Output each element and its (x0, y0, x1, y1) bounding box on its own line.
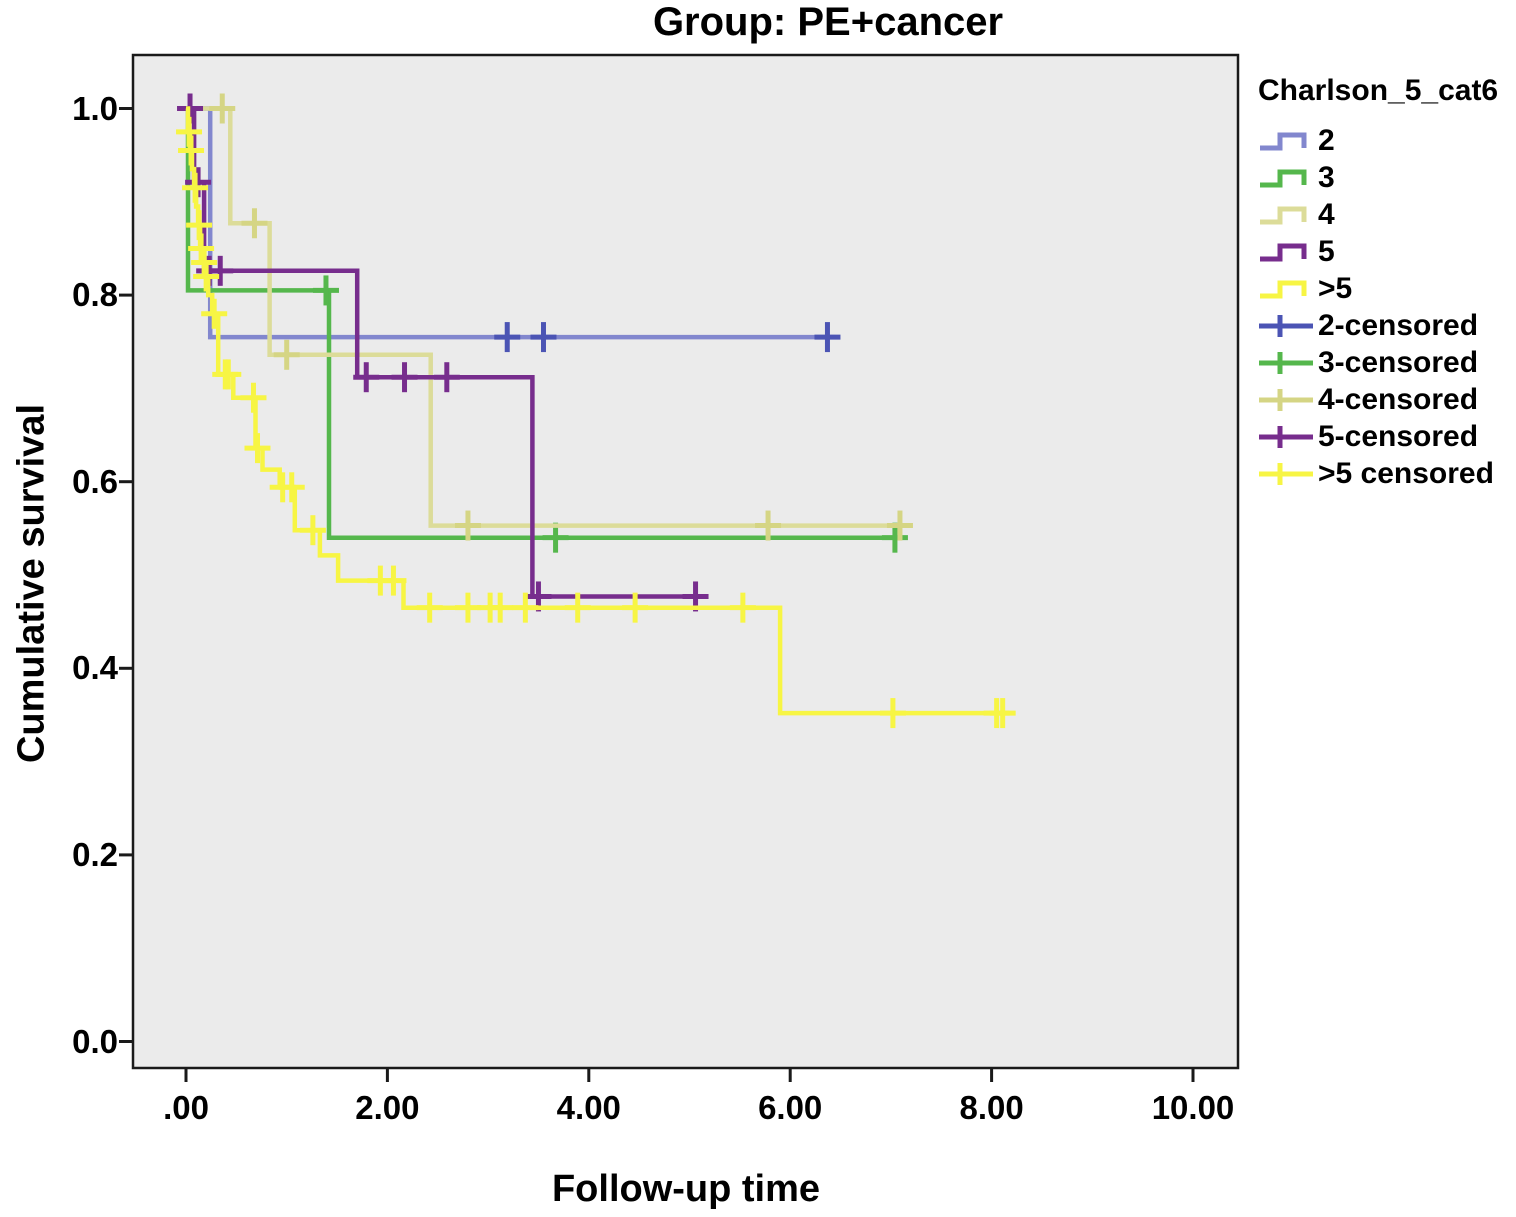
x-tick-label: 4.00 (556, 1089, 621, 1126)
legend-item-censor-gt5-censored: >5 censored (1258, 455, 1516, 492)
censor-marks-5 (177, 93, 709, 612)
legend-censor-plus-icon (1259, 388, 1313, 411)
x-axis-label: Follow-up time (551, 1168, 821, 1210)
legend-item-line-5: 5 (1258, 233, 1516, 270)
legend-item-label: 4 (1318, 197, 1335, 231)
y-tick-label: 0.6 (72, 462, 118, 500)
y-axis-label: Cumulative survival (10, 403, 53, 764)
series-gt5 (176, 106, 1016, 729)
legend-censor-plus-icon (1259, 351, 1313, 374)
survival-curve-5 (186, 106, 702, 599)
legend-item-line-4: 4 (1258, 196, 1516, 233)
censor-marks-4 (209, 93, 913, 541)
y-tick-label: 0.8 (72, 276, 118, 314)
y-tick-label: 0.0 (72, 1022, 118, 1060)
censor-marks-2 (494, 322, 841, 353)
plot-panel (131, 53, 1240, 1070)
legend-item-label: 5 (1318, 234, 1335, 268)
legend-censor-plus-icon (1259, 425, 1313, 448)
legend-censor-plus-icon (1259, 462, 1313, 485)
y-tick-label: 0.2 (72, 835, 118, 873)
legend-item-censor-3-censored: 3-censored (1258, 344, 1516, 381)
legend-item-label: >5 (1318, 271, 1353, 305)
survival-curve-4 (186, 106, 908, 528)
legend-step-line-icon (1260, 169, 1307, 187)
x-tick-label: 8.00 (959, 1089, 1024, 1126)
legend-censor-plus-icon (1259, 314, 1313, 337)
legend-item-line-2: 2 (1258, 122, 1516, 159)
y-tick-label: 0.4 (72, 649, 118, 687)
legend-item-label: 3-censored (1318, 345, 1479, 379)
legend-item-line-gt5: >5 (1258, 270, 1516, 307)
series-5 (177, 93, 709, 612)
legend-item-label: 2 (1318, 123, 1335, 157)
x-tick-label: 6.00 (758, 1089, 823, 1126)
legend-item-label: >5 censored (1318, 456, 1494, 490)
legend-title: Charlson_5_cat6 (1258, 74, 1499, 107)
legend-step-line-icon (1260, 243, 1307, 261)
legend: Charlson_5_cat6 2 3 4 5 >5 2-censored 3-censor… (1258, 74, 1516, 492)
legend-step-line-icon (1260, 132, 1307, 150)
x-tick-label: .00 (163, 1089, 209, 1126)
legend-step-line-icon (1260, 206, 1307, 224)
x-tick-label: 2.00 (355, 1089, 420, 1126)
legend-step-line-icon (1260, 280, 1307, 298)
legend-item-label: 4-censored (1318, 382, 1479, 416)
chart-title: Group: PE+cancer (652, 0, 1004, 44)
legend-item-censor-4-censored: 4-censored (1258, 381, 1516, 418)
legend-item-censor-2-censored: 2-censored (1258, 307, 1516, 344)
series-4 (186, 93, 913, 541)
legend-item-label: 5-censored (1318, 419, 1479, 453)
legend-item-line-3: 3 (1258, 159, 1516, 196)
legend-item-censor-5-censored: 5-censored (1258, 418, 1516, 455)
censor-marks-gt5 (176, 116, 1016, 729)
y-tick-label: 1.0 (72, 89, 118, 127)
legend-item-label: 3 (1318, 160, 1335, 194)
legend-items: 2 3 4 5 >5 2-censored 3-censored 4-censored 5-ce… (1258, 122, 1516, 492)
x-tick-label: 10.00 (1151, 1089, 1235, 1126)
legend-item-label: 2-censored (1318, 308, 1479, 342)
